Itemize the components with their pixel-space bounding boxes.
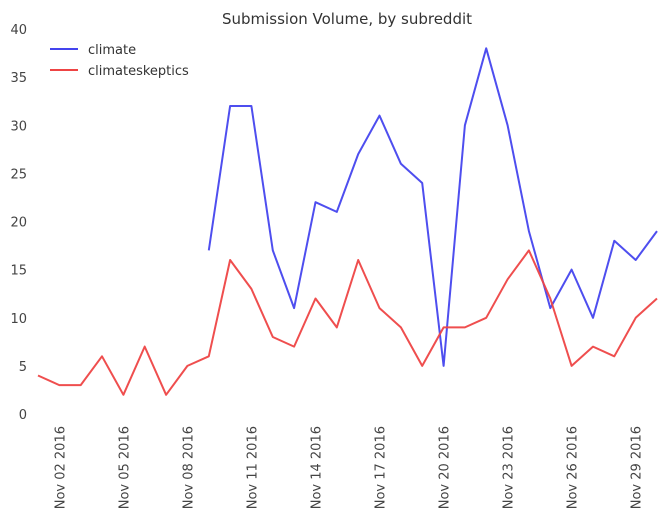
y-tick-label: 5: [19, 360, 27, 375]
x-tick-label: Nov 05 2016: [117, 426, 132, 509]
x-tick-label: Nov 23 2016: [502, 426, 517, 509]
x-axis: Nov 02 2016 Nov 05 2016 Nov 08 2016 Nov 11 …: [53, 426, 644, 509]
legend-label-climate: climate: [88, 43, 136, 58]
x-tick-label: Nov 17 2016: [374, 426, 389, 509]
y-tick-label: 40: [10, 23, 27, 38]
x-tick-label: Nov 14 2016: [309, 426, 324, 509]
legend: climate climateskeptics: [50, 43, 189, 79]
y-tick-label: 0: [19, 408, 27, 423]
x-tick-label: Nov 29 2016: [630, 426, 645, 509]
y-tick-label: 30: [10, 119, 27, 134]
y-tick-label: 20: [10, 216, 27, 231]
x-tick-label: Nov 11 2016: [245, 426, 260, 509]
x-tick-label: Nov 26 2016: [566, 426, 581, 509]
y-axis: 0 5 10 15 20 25 30 35 40: [10, 23, 27, 423]
x-tick-label: Nov 20 2016: [438, 426, 453, 509]
chart-title: Submission Volume, by subreddit: [222, 10, 472, 28]
legend-label-climateskeptics: climateskeptics: [88, 64, 189, 79]
y-tick-label: 15: [10, 264, 27, 279]
series-lines: [37, 47, 658, 396]
x-tick-label: Nov 02 2016: [53, 426, 68, 509]
x-tick-label: Nov 08 2016: [181, 426, 196, 509]
series-line-climateskeptics: [37, 249, 658, 396]
series-line-climate: [207, 47, 658, 367]
y-tick-label: 25: [10, 167, 27, 182]
y-tick-label: 10: [10, 312, 27, 327]
y-tick-label: 35: [10, 71, 27, 86]
